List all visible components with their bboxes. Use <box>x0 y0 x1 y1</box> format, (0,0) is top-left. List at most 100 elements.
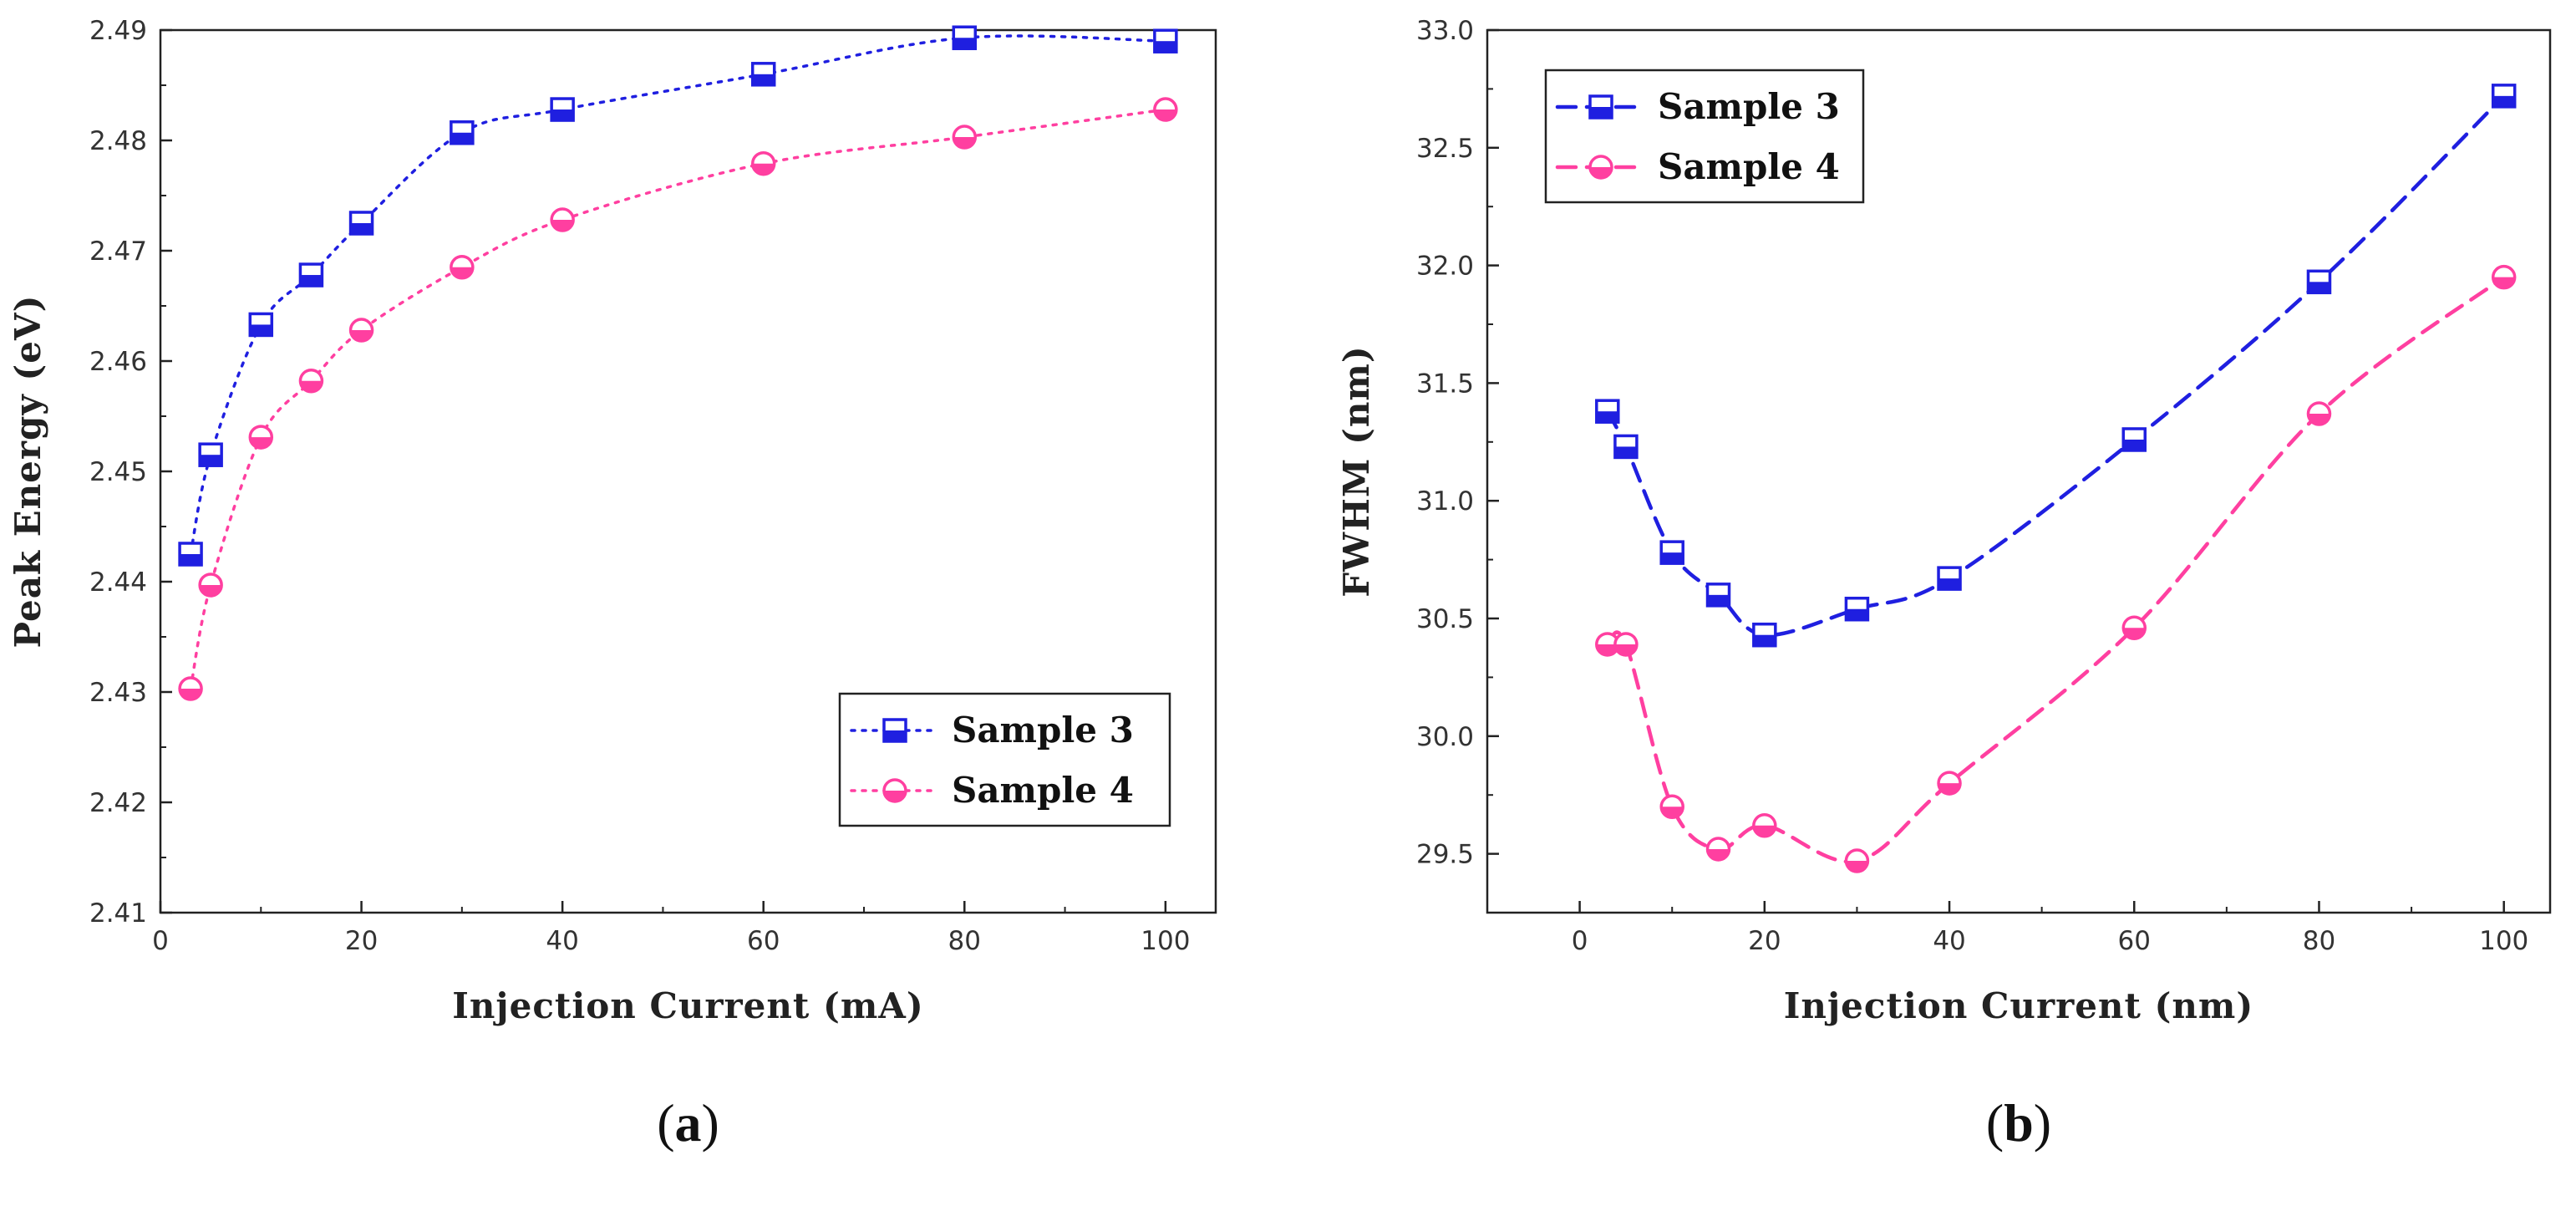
x-tick-label: 60 <box>747 926 780 956</box>
marker-fill <box>1590 107 1612 118</box>
y-tick-label: 31.0 <box>1416 486 1474 516</box>
legend: Sample 3 Sample 4 <box>838 692 1171 827</box>
panel-b-fwhm-chart: 0 20 40 60 80 100 29.5 30.0 30.5 31.0 31.5 32.0 32.5… <box>1336 16 2552 1153</box>
marker-fill <box>1753 825 1776 837</box>
panel-label-part: ) <box>2034 1093 2051 1153</box>
marker-fill <box>300 275 323 287</box>
marker-fill <box>1596 644 1618 655</box>
data-point <box>450 255 475 280</box>
plot-frame <box>1486 28 2552 914</box>
data-point <box>750 150 776 176</box>
data-point <box>348 318 374 343</box>
y-tick-label: 32.0 <box>1416 252 1474 282</box>
marker-fill <box>1938 783 1961 795</box>
y-tick-label: 2.43 <box>89 678 147 708</box>
legend-label: Sample 4 <box>1658 146 1840 187</box>
data-point <box>1705 837 1731 862</box>
marker-fill <box>1614 644 1637 655</box>
y-axis-title: Peak Energy (eV) <box>8 295 48 649</box>
data-point <box>178 676 203 701</box>
data-point <box>1153 97 1178 122</box>
data-point <box>1659 540 1684 565</box>
x-tick-label: 100 <box>2479 926 2528 956</box>
data-point <box>298 262 324 288</box>
marker-fill <box>450 132 473 144</box>
series-sample-4 <box>1595 264 2517 873</box>
data-point <box>1844 848 1870 873</box>
data-point <box>952 125 978 150</box>
marker-fill <box>1590 167 1612 178</box>
legend-box <box>1544 69 1865 204</box>
y-tick-label: 2.46 <box>89 347 147 377</box>
marker-fill <box>200 584 222 596</box>
panel-label-part: ( <box>657 1093 674 1153</box>
marker-fill <box>1707 848 1730 860</box>
marker-fill <box>1846 608 1868 620</box>
panel-label-part: ) <box>702 1093 719 1153</box>
marker-fill <box>752 74 775 85</box>
y-axis-title: FWHM (nm) <box>1336 345 1377 598</box>
data-point <box>952 25 978 50</box>
legend-label: Sample 4 <box>952 770 1134 811</box>
marker-fill <box>953 137 976 149</box>
marker-fill <box>200 455 222 466</box>
panel-label: (a) <box>657 1093 719 1153</box>
data-point <box>2121 427 2147 452</box>
data-point <box>1752 622 1777 648</box>
marker-fill <box>450 267 473 278</box>
series-line <box>189 108 1167 690</box>
legend-box <box>838 692 1171 827</box>
x-tick-label: 80 <box>2303 926 2335 956</box>
series-line <box>189 34 1167 556</box>
y-tick-label: 2.49 <box>89 16 147 46</box>
marker-fill <box>953 38 976 49</box>
legend-marker <box>1588 155 1613 180</box>
marker-fill <box>250 324 272 336</box>
marker-fill <box>551 109 574 121</box>
legend-label: Sample 3 <box>1658 86 1840 127</box>
marker-fill <box>2123 628 2146 639</box>
x-tick-label: 20 <box>345 926 378 956</box>
legend: Sample 3 Sample 4 <box>1544 69 1865 204</box>
marker-fill <box>884 730 906 741</box>
data-point <box>2491 264 2517 290</box>
data-point <box>198 572 223 598</box>
data-point <box>248 425 274 450</box>
marker-fill <box>1938 578 1961 590</box>
x-tick-label: 80 <box>948 926 981 956</box>
marker-fill <box>2492 95 2515 107</box>
y-tick-label: 30.5 <box>1416 604 1474 634</box>
x-tick-label: 40 <box>1933 926 1965 956</box>
y-tick-label: 33.0 <box>1416 16 1474 46</box>
marker-fill <box>300 380 323 392</box>
panel-label-part: ( <box>1986 1093 2004 1153</box>
marker-fill <box>2492 277 2515 288</box>
data-point <box>450 120 475 145</box>
x-tick-label: 0 <box>1572 926 1588 956</box>
marker-fill <box>2308 414 2330 425</box>
data-point <box>1705 583 1731 608</box>
data-point <box>1937 566 1962 591</box>
data-point <box>1153 28 1178 53</box>
marker-fill <box>250 437 272 449</box>
data-point <box>298 369 324 394</box>
panel-label-part: b <box>2004 1093 2034 1153</box>
marker-fill <box>2308 282 2330 293</box>
legend-marker <box>882 718 907 743</box>
marker-fill <box>1614 446 1637 458</box>
marker-fill <box>884 791 906 801</box>
panel-label-part: a <box>675 1093 702 1153</box>
data-point <box>550 207 575 232</box>
marker-fill <box>350 330 373 342</box>
y-tick-label: 2.47 <box>89 237 147 267</box>
panel-label: (b) <box>1986 1093 2051 1153</box>
y-tick-label: 2.41 <box>89 898 147 929</box>
marker-fill <box>350 223 373 234</box>
marker-fill <box>1154 41 1176 53</box>
data-point <box>550 97 575 122</box>
y-tick-label: 29.5 <box>1416 840 1474 870</box>
marker-fill <box>180 689 202 700</box>
data-point <box>2306 269 2332 295</box>
y-tick-label: 30.0 <box>1416 722 1474 752</box>
